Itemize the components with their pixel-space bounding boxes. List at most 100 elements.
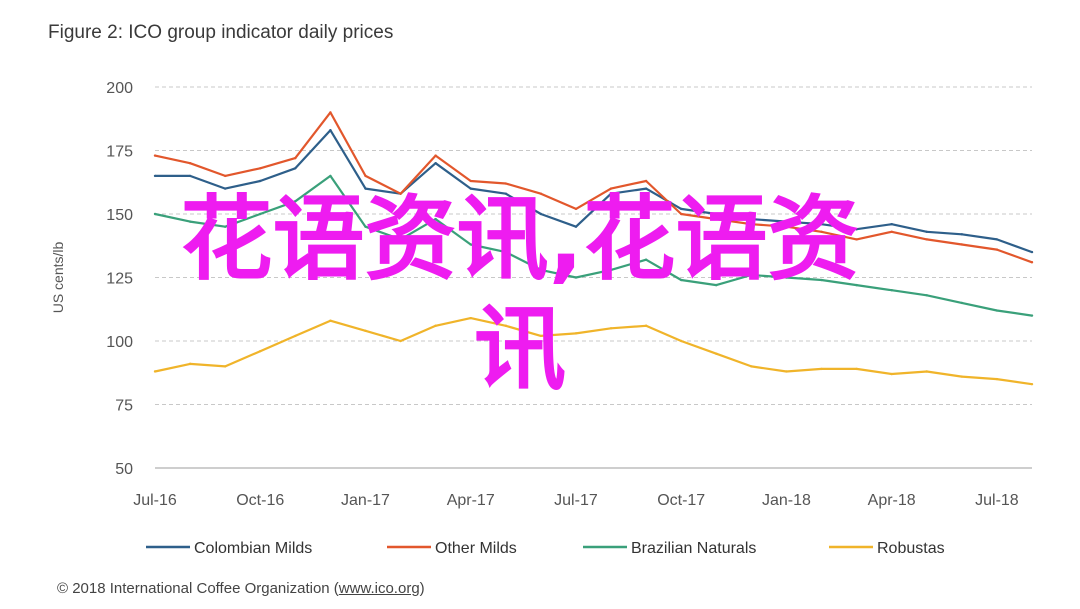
data-point: [855, 238, 858, 241]
data-point: [188, 162, 192, 165]
data-point: [153, 212, 157, 216]
y-axis-label: US cents/lb: [50, 241, 66, 313]
data-point: [574, 207, 578, 211]
data-point: [1030, 261, 1034, 264]
footer-prefix: © 2018 International Coffee Organization…: [57, 580, 339, 597]
data-point: [890, 222, 893, 226]
data-point: [890, 230, 893, 233]
data-point: [259, 349, 262, 353]
grid: [155, 86, 1032, 405]
data-point: [960, 301, 964, 305]
legend: Colombian Milds Other Milds Brazilian Natu…: [146, 540, 945, 557]
data-point: [469, 187, 472, 190]
data-point: [329, 111, 332, 114]
data-point: [750, 222, 753, 226]
data-point: [715, 283, 718, 287]
data-point: [259, 212, 262, 216]
data-point: [925, 230, 928, 233]
copyright-footer: © 2018 International Coffee Organization…: [57, 580, 425, 597]
series-group: [153, 111, 1034, 264]
data-point: [434, 324, 437, 327]
data-point: [188, 362, 192, 366]
y-tick-label: 50: [115, 461, 133, 478]
data-point: [644, 187, 648, 190]
data-point: [364, 187, 367, 190]
data-point: [294, 334, 297, 338]
data-point: [960, 243, 964, 246]
data-point: [960, 233, 964, 236]
data-point: [223, 365, 227, 368]
y-tick-label: 200: [106, 80, 133, 97]
data-point: [399, 192, 402, 195]
series-group: [153, 128, 1034, 254]
data-point: [259, 167, 262, 170]
data-point: [890, 372, 893, 376]
data-point: [855, 228, 858, 231]
data-point: [960, 375, 964, 378]
data-point: [434, 217, 437, 221]
data-point: [504, 250, 507, 254]
data-point: [329, 319, 332, 322]
data-point: [680, 207, 683, 211]
data-point: [504, 192, 507, 195]
data-point: [469, 316, 472, 320]
data-point: [469, 179, 472, 183]
data-point: [890, 289, 893, 292]
data-point: [364, 174, 367, 178]
data-point: [539, 212, 543, 216]
data-point: [539, 334, 543, 338]
footer-suffix: ): [419, 580, 425, 597]
data-point: [364, 329, 367, 333]
data-point: [1030, 314, 1034, 317]
chart-title: Figure 2: ICO group indicator daily pric…: [48, 22, 394, 43]
data-point: [715, 212, 718, 216]
x-tick-label: Apr-18: [868, 492, 916, 509]
data-point: [925, 370, 928, 373]
data-point: [715, 352, 718, 355]
y-tick-label: 125: [106, 271, 133, 288]
data-point: [1030, 382, 1034, 386]
data-point: [680, 339, 683, 343]
data-point: [574, 332, 578, 335]
data-point: [294, 167, 297, 170]
series-line: [154, 111, 1033, 264]
x-tick-label: Jan-17: [341, 492, 390, 509]
x-tick-label: Jul-17: [554, 492, 598, 509]
x-tick-label: Oct-16: [236, 492, 284, 509]
axes: 50 75 100 125 150 175 200 Jul-16 Oct-16 Jan-17 Apr…: [50, 80, 1032, 509]
data-point: [153, 174, 157, 178]
footer-link[interactable]: www.ico.org: [338, 580, 420, 597]
data-point: [504, 182, 507, 185]
y-tick-label: 100: [106, 334, 133, 351]
y-tick-label: 175: [106, 144, 133, 161]
series-lines: [153, 111, 1034, 386]
data-point: [469, 243, 472, 246]
data-point: [153, 370, 157, 373]
data-point: [820, 367, 823, 371]
data-point: [785, 276, 788, 279]
data-point: [750, 273, 753, 277]
data-point: [785, 225, 788, 228]
data-point: [399, 339, 402, 343]
data-point: [680, 278, 683, 282]
data-point: [223, 187, 227, 190]
x-tick-label: Oct-17: [657, 492, 705, 509]
data-point: [259, 179, 262, 183]
series-group: [153, 316, 1034, 386]
y-tick-label: 150: [106, 207, 133, 224]
series-line: [154, 317, 1033, 386]
data-point: [750, 217, 753, 221]
data-point: [609, 268, 613, 272]
data-point: [855, 283, 858, 287]
data-point: [609, 327, 613, 330]
data-point: [925, 294, 928, 297]
y-tick-label: 75: [115, 398, 133, 415]
data-point: [294, 200, 297, 203]
data-point: [855, 367, 858, 371]
data-point: [574, 276, 578, 279]
x-tick-label: Apr-17: [447, 492, 495, 509]
data-point: [995, 309, 999, 312]
data-point: [223, 174, 227, 178]
legend-label: Robustas: [877, 540, 945, 557]
